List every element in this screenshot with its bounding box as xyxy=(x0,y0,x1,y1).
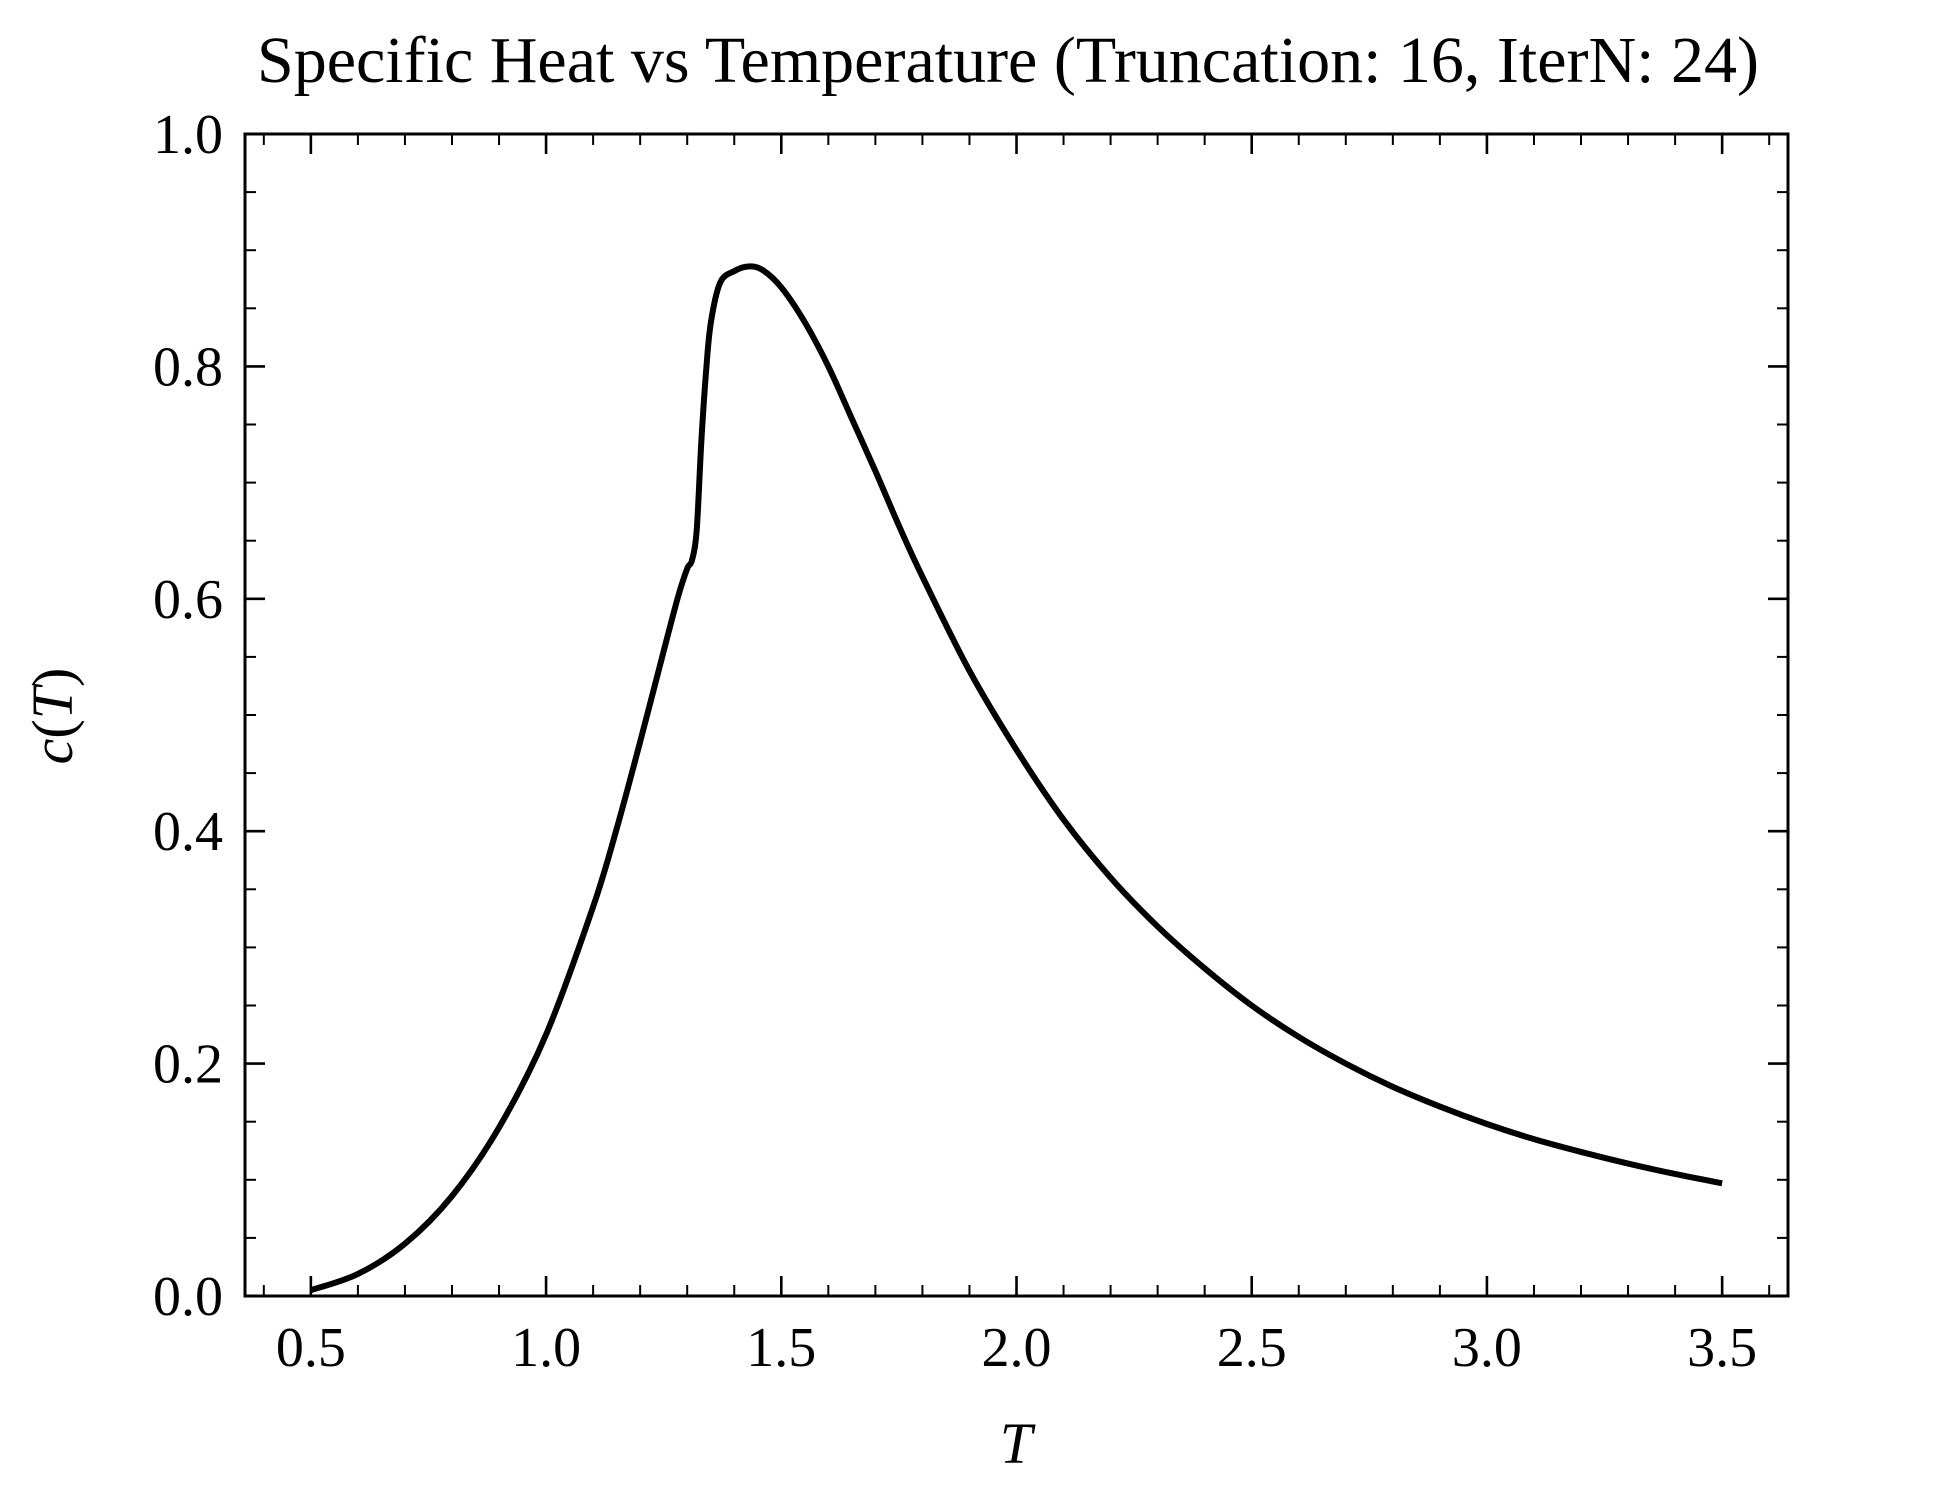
x-tick-label: 1.5 xyxy=(746,1317,816,1379)
x-tick-label: 0.5 xyxy=(276,1317,346,1379)
x-tick-label: 3.0 xyxy=(1452,1317,1522,1379)
y-tick-label: 1.0 xyxy=(153,104,223,166)
major-ticks xyxy=(245,132,1788,1298)
plot-frame xyxy=(243,132,1790,1298)
y-tick-label: 0.4 xyxy=(153,801,223,863)
y-tick-label: 0.6 xyxy=(153,569,223,631)
x-axis-label: T xyxy=(1000,1411,1036,1476)
x-tick-label: 3.5 xyxy=(1687,1317,1757,1379)
y-axis-label-part: T xyxy=(20,683,85,719)
x-tick-label: 2.0 xyxy=(982,1317,1052,1379)
x-tick-labels: 0.5 1.0 1.5 2.0 2.5 3.0 3.5 xyxy=(276,1317,1757,1379)
x-tick-label: 1.0 xyxy=(511,1317,581,1379)
y-axis-label-part: ) xyxy=(20,668,85,687)
y-axis-label-part: c xyxy=(20,738,85,764)
y-axis-label: c(T) xyxy=(20,668,85,765)
minor-ticks xyxy=(245,134,1788,1296)
x-tick-label: 2.5 xyxy=(1217,1317,1287,1379)
y-tick-label: 0.8 xyxy=(153,336,223,398)
y-tick-label: 0.0 xyxy=(153,1266,223,1328)
series-line xyxy=(309,263,1723,1294)
y-tick-labels: 0.0 0.2 0.4 0.6 0.8 1.0 xyxy=(153,104,223,1328)
series-layer xyxy=(309,263,1723,1294)
y-axis-label-part: ( xyxy=(20,719,85,738)
chart-title: Specific Heat vs Temperature (Truncation… xyxy=(257,24,1759,97)
y-tick-label: 0.2 xyxy=(153,1034,223,1096)
